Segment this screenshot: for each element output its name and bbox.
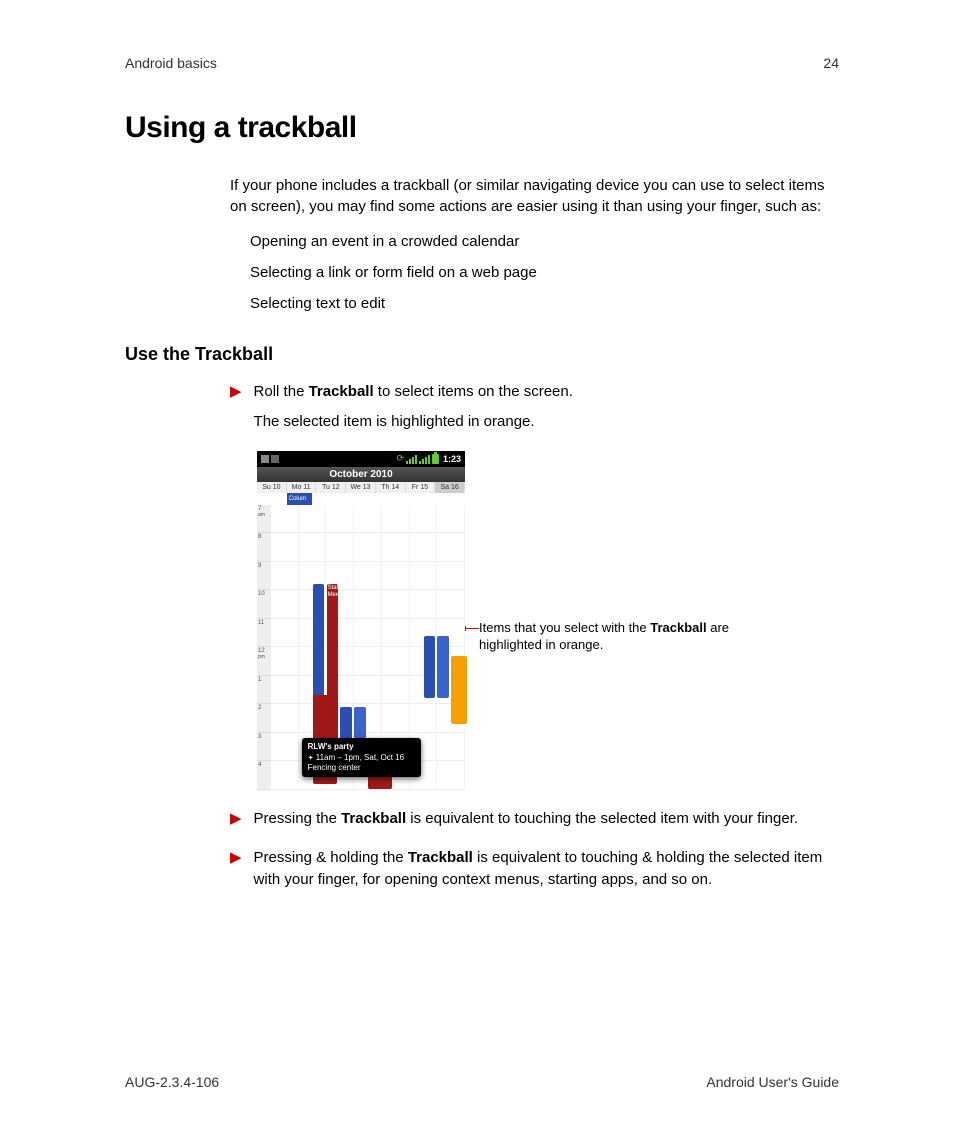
hour-label: 7am bbox=[257, 505, 271, 534]
intro-paragraph: If your phone includes a trackball (or s… bbox=[230, 175, 839, 217]
step-text: Pressing the Trackball is equivalent to … bbox=[254, 808, 839, 830]
step-item: ▶ Roll the Trackball to select items on … bbox=[230, 381, 839, 441]
sync-icon: ⟳ bbox=[396, 453, 404, 464]
event-tooltip: RLW's party✦ 11am – 1pm, Sat, Oct 16Fenc… bbox=[302, 738, 421, 777]
calendar-month-header: October 2010 bbox=[257, 467, 465, 482]
header-page-number: 24 bbox=[823, 55, 839, 71]
day-cell: Th 14 bbox=[376, 482, 406, 493]
hour-label: 11 bbox=[257, 619, 271, 648]
hour-label: 2 bbox=[257, 704, 271, 733]
calendar-day-header: Su 10 Mo 11 Tu 12 We 13 Th 14 Fr 15 Sa 1… bbox=[257, 482, 465, 493]
intro-item: Selecting text to edit bbox=[250, 293, 839, 314]
step-item: ▶ Pressing the Trackball is equivalent t… bbox=[230, 808, 839, 838]
step-item: ▶ Pressing & holding the Trackball is eq… bbox=[230, 847, 839, 899]
wifi-icon bbox=[419, 454, 430, 464]
allday-event-chip: Colum bbox=[287, 493, 312, 505]
page-title: Using a trackball bbox=[125, 111, 839, 145]
day-cell: We 13 bbox=[346, 482, 376, 493]
battery-icon bbox=[432, 454, 439, 464]
day-cell: Sa 16 bbox=[435, 482, 465, 493]
intro-item: Selecting a link or form field on a web … bbox=[250, 262, 839, 283]
hour-label: 1 bbox=[257, 676, 271, 705]
bullet-icon: ▶ bbox=[230, 381, 242, 441]
bullet-icon: ▶ bbox=[230, 847, 242, 899]
day-cell: Mo 11 bbox=[287, 482, 317, 493]
notification-icon bbox=[271, 455, 279, 463]
hour-label: 12pm bbox=[257, 647, 271, 676]
hour-column: 7am89101112pm1234 bbox=[257, 505, 271, 790]
hour-label: 8 bbox=[257, 533, 271, 562]
footer-guide-name: Android User's Guide bbox=[706, 1074, 839, 1090]
status-bar: ⟳ 1:23 bbox=[257, 451, 465, 467]
allday-row: Colum bbox=[257, 493, 465, 505]
calendar-grid: 7am89101112pm1234 Status MeetingRLW's pa… bbox=[257, 505, 465, 790]
header-section: Android basics bbox=[125, 55, 217, 71]
step-text: Roll the Trackball to select items on th… bbox=[254, 381, 839, 403]
callout-annotation: Items that you select with the Trackball… bbox=[479, 619, 739, 654]
step-subtext: The selected item is highlighted in oran… bbox=[254, 411, 839, 433]
calendar-event bbox=[424, 636, 435, 699]
phone-screenshot: ⟳ 1:23 October 2010 Su 10 Mo 11 Tu 12 We… bbox=[257, 451, 465, 790]
step-text: Pressing & holding the Trackball is equi… bbox=[254, 847, 839, 891]
signal-icon bbox=[406, 454, 417, 464]
intro-item: Opening an event in a crowded calendar bbox=[250, 231, 839, 252]
mail-icon bbox=[261, 455, 269, 463]
bullet-icon: ▶ bbox=[230, 808, 242, 838]
page-footer: AUG-2.3.4-106 Android User's Guide bbox=[125, 1074, 839, 1090]
hour-label: 9 bbox=[257, 562, 271, 591]
day-cell: Su 10 bbox=[257, 482, 287, 493]
footer-doc-id: AUG-2.3.4-106 bbox=[125, 1074, 219, 1090]
status-time: 1:23 bbox=[443, 454, 461, 464]
day-cell: Fr 15 bbox=[406, 482, 436, 493]
hour-label: 10 bbox=[257, 590, 271, 619]
day-cell: Tu 12 bbox=[316, 482, 346, 493]
page-header: Android basics 24 bbox=[125, 55, 839, 71]
calendar-event bbox=[437, 636, 448, 699]
calendar-event bbox=[451, 704, 467, 724]
hour-label: 3 bbox=[257, 733, 271, 762]
section-subhead: Use the Trackball bbox=[125, 344, 839, 365]
hour-label: 4 bbox=[257, 761, 271, 790]
callout-leader-line bbox=[465, 628, 479, 629]
intro-list: Opening an event in a crowded calendar S… bbox=[250, 231, 839, 314]
